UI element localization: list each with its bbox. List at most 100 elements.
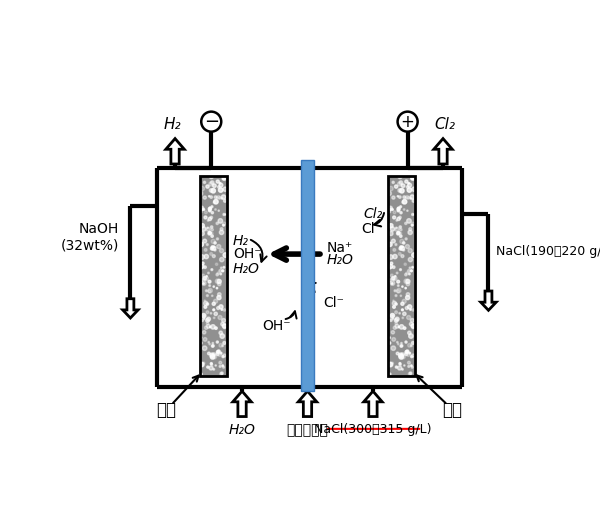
Circle shape [400, 206, 401, 208]
Circle shape [399, 226, 401, 228]
Circle shape [392, 301, 397, 306]
Circle shape [410, 319, 414, 322]
Circle shape [213, 309, 215, 311]
Circle shape [208, 231, 211, 235]
Circle shape [409, 228, 412, 230]
Circle shape [403, 199, 407, 204]
Circle shape [202, 346, 207, 350]
Circle shape [221, 309, 223, 310]
Circle shape [205, 290, 207, 292]
Circle shape [206, 322, 209, 325]
Circle shape [405, 238, 407, 240]
Circle shape [397, 196, 398, 197]
Circle shape [220, 228, 223, 230]
Polygon shape [364, 391, 382, 417]
Circle shape [200, 231, 205, 236]
Circle shape [220, 352, 222, 354]
Circle shape [395, 227, 397, 228]
Circle shape [219, 361, 222, 364]
Circle shape [397, 341, 398, 343]
Bar [301, 160, 314, 391]
Circle shape [218, 316, 222, 319]
Circle shape [213, 201, 215, 204]
Circle shape [218, 292, 221, 296]
Circle shape [220, 183, 221, 184]
Circle shape [391, 274, 393, 277]
Text: OH⁻: OH⁻ [233, 247, 262, 261]
Circle shape [406, 245, 409, 249]
Circle shape [205, 326, 208, 329]
Circle shape [205, 248, 207, 251]
Circle shape [411, 224, 413, 226]
Circle shape [397, 285, 399, 287]
Circle shape [210, 216, 212, 219]
Circle shape [218, 188, 223, 193]
Circle shape [412, 178, 415, 180]
Circle shape [392, 216, 395, 219]
Circle shape [392, 266, 395, 268]
Circle shape [223, 327, 226, 329]
Circle shape [388, 362, 393, 367]
Circle shape [393, 300, 394, 301]
Circle shape [392, 277, 395, 280]
Text: −: − [203, 113, 219, 130]
Circle shape [409, 322, 413, 326]
Circle shape [402, 317, 404, 319]
Circle shape [401, 353, 404, 356]
Circle shape [396, 352, 399, 355]
Circle shape [406, 279, 410, 284]
Circle shape [203, 277, 206, 280]
Text: H₂O: H₂O [229, 423, 256, 437]
Circle shape [199, 191, 203, 196]
Bar [388, 176, 415, 376]
Circle shape [405, 350, 408, 353]
Circle shape [392, 196, 395, 199]
Circle shape [221, 319, 226, 322]
Circle shape [201, 319, 203, 321]
Circle shape [208, 207, 211, 210]
Circle shape [210, 355, 215, 359]
Circle shape [219, 305, 223, 309]
Circle shape [206, 185, 209, 188]
Circle shape [412, 187, 416, 191]
Circle shape [390, 281, 395, 286]
Circle shape [208, 290, 211, 293]
Circle shape [221, 195, 226, 199]
Circle shape [403, 196, 406, 198]
Circle shape [206, 317, 211, 321]
Circle shape [224, 178, 226, 180]
Circle shape [211, 247, 214, 250]
Circle shape [410, 195, 415, 199]
Circle shape [395, 325, 399, 328]
Circle shape [399, 247, 402, 250]
Circle shape [202, 274, 205, 277]
Circle shape [392, 239, 395, 243]
Circle shape [393, 248, 395, 251]
Circle shape [404, 222, 407, 225]
Circle shape [405, 287, 406, 289]
Circle shape [208, 352, 210, 355]
Circle shape [398, 343, 399, 345]
Circle shape [412, 309, 415, 311]
Circle shape [221, 198, 223, 199]
Circle shape [211, 232, 213, 235]
Circle shape [400, 295, 401, 297]
Text: NaCl(300～315 g/L): NaCl(300～315 g/L) [314, 423, 432, 436]
Circle shape [222, 365, 223, 367]
Circle shape [217, 341, 218, 343]
Circle shape [220, 230, 224, 235]
Circle shape [400, 246, 403, 248]
Circle shape [200, 255, 205, 259]
Circle shape [216, 180, 219, 183]
Circle shape [402, 299, 406, 304]
Circle shape [219, 366, 221, 368]
Circle shape [407, 331, 411, 335]
Text: H₂: H₂ [233, 234, 249, 248]
Circle shape [410, 345, 412, 347]
Circle shape [410, 270, 412, 272]
Circle shape [200, 373, 202, 375]
Circle shape [202, 262, 204, 265]
Circle shape [406, 292, 410, 296]
Circle shape [206, 303, 209, 305]
Circle shape [218, 219, 223, 223]
